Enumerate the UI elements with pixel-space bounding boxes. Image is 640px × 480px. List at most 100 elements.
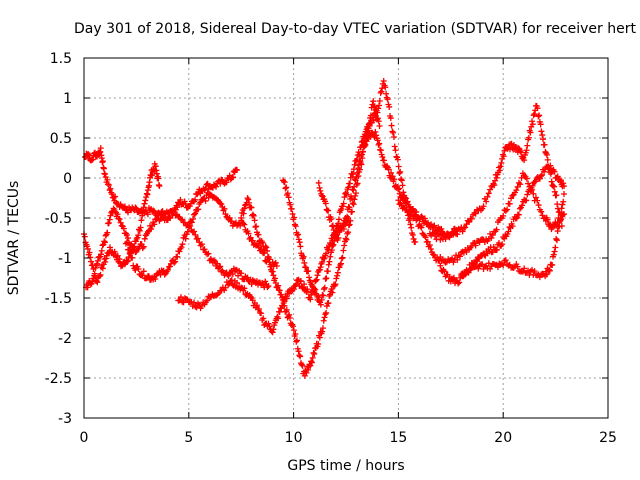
data-point — [430, 229, 437, 236]
data-point — [171, 259, 178, 266]
data-point — [335, 216, 342, 223]
data-point — [90, 275, 97, 282]
data-point — [214, 260, 221, 267]
data-point — [241, 205, 248, 212]
data-point — [320, 317, 327, 324]
data-point — [446, 234, 453, 241]
data-point — [323, 275, 330, 282]
data-point — [297, 243, 304, 250]
data-point — [129, 254, 136, 261]
data-point — [462, 224, 469, 231]
data-point — [192, 231, 199, 238]
data-point — [502, 257, 509, 264]
data-point — [513, 187, 520, 194]
data-point — [311, 350, 318, 357]
data-point — [370, 98, 377, 105]
data-point — [372, 112, 379, 119]
data-point — [177, 294, 184, 301]
data-point — [345, 184, 352, 191]
data-point — [226, 214, 233, 221]
data-point — [194, 235, 201, 242]
data-point — [290, 327, 297, 334]
data-point — [123, 239, 130, 246]
data-point — [373, 132, 380, 139]
data-point — [266, 259, 273, 266]
data-point — [515, 179, 522, 186]
data-point — [310, 349, 317, 356]
data-point — [391, 143, 398, 150]
data-point — [506, 224, 513, 231]
data-point — [319, 325, 326, 332]
data-point — [389, 128, 396, 135]
data-point — [551, 188, 558, 195]
data-point — [298, 361, 305, 368]
data-point — [500, 262, 507, 269]
data-point — [318, 296, 325, 303]
data-point — [481, 251, 488, 258]
data-point — [106, 216, 113, 223]
data-point — [135, 266, 142, 273]
data-point — [309, 354, 316, 361]
data-point — [281, 302, 288, 309]
data-point — [349, 208, 356, 215]
data-point — [144, 228, 151, 235]
data-point — [101, 171, 108, 178]
data-point — [192, 210, 199, 217]
data-point — [380, 157, 387, 164]
data-point — [437, 262, 444, 269]
data-point — [438, 225, 445, 232]
data-point — [526, 183, 533, 190]
data-point — [308, 359, 315, 366]
data-point — [154, 215, 161, 222]
data-point — [326, 258, 333, 265]
data-point — [323, 309, 330, 316]
data-point — [544, 156, 551, 163]
data-point — [188, 219, 195, 226]
data-point — [203, 181, 210, 188]
data-point — [140, 268, 147, 275]
data-point — [321, 255, 328, 262]
data-point — [516, 205, 523, 212]
data-point — [275, 315, 282, 322]
data-point — [397, 168, 404, 175]
data-point — [421, 215, 428, 222]
data-point — [354, 180, 361, 187]
data-point — [506, 200, 513, 207]
data-point — [339, 254, 346, 261]
data-point — [549, 261, 556, 268]
data-point — [315, 294, 322, 301]
data-point — [384, 96, 391, 103]
data-point — [238, 214, 245, 221]
data-point — [560, 180, 567, 187]
data-point — [84, 245, 91, 252]
data-point — [141, 200, 148, 207]
data-point — [366, 122, 373, 129]
data-point — [105, 181, 112, 188]
data-point — [543, 151, 550, 158]
data-point — [375, 118, 382, 125]
data-point — [185, 222, 192, 229]
data-point — [125, 209, 132, 216]
data-point — [125, 235, 132, 242]
data-point — [320, 286, 327, 293]
data-point — [505, 228, 512, 235]
data-point — [297, 353, 304, 360]
data-point — [102, 232, 109, 239]
data-point — [225, 273, 232, 280]
data-point — [176, 248, 183, 255]
data-point — [390, 129, 397, 136]
data-point — [293, 281, 300, 288]
y-tick-label: 1.5 — [50, 51, 72, 67]
data-point — [180, 299, 187, 306]
data-point — [529, 118, 536, 125]
data-point — [488, 234, 495, 241]
data-point — [172, 258, 179, 265]
data-point — [316, 334, 323, 341]
data-point — [378, 88, 385, 95]
data-point — [114, 252, 121, 259]
data-point — [346, 180, 353, 187]
data-point — [553, 192, 560, 199]
data-point — [325, 207, 332, 214]
data-point — [412, 239, 419, 245]
data-point — [321, 314, 328, 321]
